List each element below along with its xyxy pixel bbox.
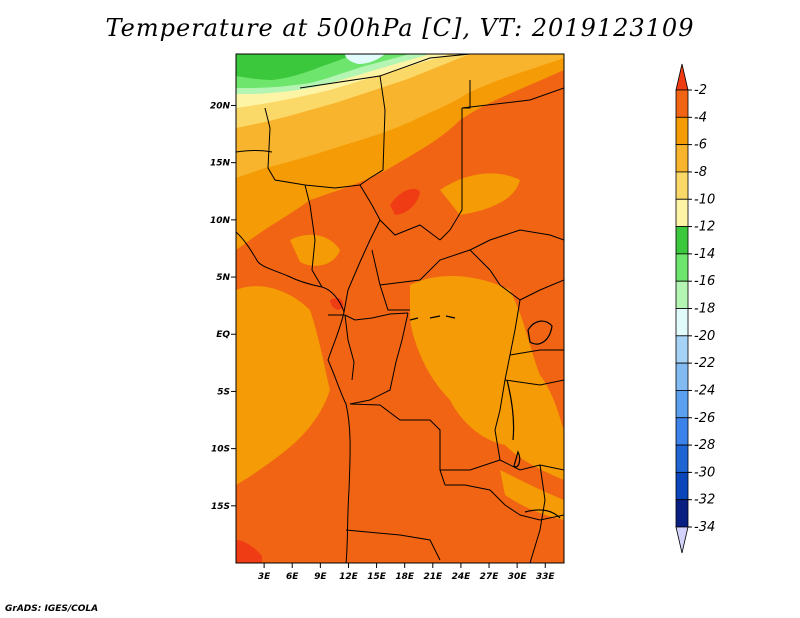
lon-tick-label: 21E bbox=[423, 572, 443, 582]
colorbar-label: -32 bbox=[694, 493, 715, 508]
colorbar-label: -16 bbox=[694, 274, 715, 289]
colorbar-segment bbox=[675, 226, 689, 255]
colorbar-segment bbox=[675, 335, 689, 364]
colorbar-segment bbox=[675, 444, 689, 473]
lat-tick-label: 5N bbox=[216, 273, 230, 283]
colorbar-top-triangle bbox=[675, 63, 689, 91]
colorbar-label: -10 bbox=[694, 192, 715, 207]
colorbar-label: -2 bbox=[694, 83, 707, 98]
lat-tick-label: 5S bbox=[217, 387, 230, 397]
colorbar-segment bbox=[675, 144, 689, 173]
lon-tick-label: 30E bbox=[508, 572, 528, 582]
colorbar-segment bbox=[675, 471, 689, 501]
colorbar-segment bbox=[675, 417, 689, 446]
colorbar-segment bbox=[675, 253, 689, 282]
colorbar-label: -22 bbox=[694, 356, 715, 371]
colorbar-label: -26 bbox=[694, 411, 715, 426]
lat-tick-label: 15S bbox=[211, 502, 230, 512]
colorbar-label: -4 bbox=[694, 110, 707, 125]
colorbar-label: -24 bbox=[694, 383, 715, 398]
lon-tick-label: 3E bbox=[258, 572, 271, 582]
lat-tick-label: 10N bbox=[210, 216, 231, 226]
colorbar-label: -12 bbox=[694, 220, 715, 235]
map-frame bbox=[235, 53, 565, 564]
map-title: Temperature at 500hPa [C], VT: 201912310… bbox=[105, 14, 695, 42]
credit-label: GrADS: IGES/COLA bbox=[5, 604, 99, 614]
lon-tick-label: 27E bbox=[480, 572, 500, 582]
colorbar-label: -34 bbox=[694, 520, 715, 535]
lon-tick-label: 33E bbox=[536, 572, 556, 582]
colorbar-segment bbox=[675, 362, 689, 391]
colorbar-label: -14 bbox=[694, 247, 715, 262]
country-borders bbox=[236, 54, 564, 563]
lakes bbox=[409, 315, 561, 519]
colorbar: -2 -4 -6 -8 -10 -12 -14 -16 -18 -20 -22 -24 -26 -28 -3… bbox=[675, 63, 715, 554]
colorbar-segment bbox=[675, 198, 689, 227]
latitude-axis: 20N 15N 10N 5N EQ 5S 10S 15S bbox=[210, 101, 236, 512]
lon-tick-label: 15E bbox=[367, 572, 387, 582]
colorbar-label: -6 bbox=[694, 138, 707, 153]
colorbar-label: -28 bbox=[694, 438, 715, 453]
lat-tick-label: EQ bbox=[216, 330, 230, 340]
colorbar-label: -30 bbox=[694, 465, 715, 480]
lon-tick-label: 12E bbox=[339, 572, 359, 582]
colorbar-segment bbox=[675, 308, 689, 337]
colorbar-label: -18 bbox=[694, 302, 715, 317]
colorbar-segment bbox=[675, 499, 689, 528]
colorbar-segment bbox=[675, 171, 689, 200]
longitude-axis: 3E 6E 9E 12E 15E 18E 21E 24E 27E 30E 33E bbox=[258, 563, 556, 582]
colorbar-label: -8 bbox=[694, 165, 707, 180]
temperature-field bbox=[236, 54, 564, 563]
lon-tick-label: 24E bbox=[452, 572, 472, 582]
colorbar-label: -20 bbox=[694, 329, 715, 344]
lat-tick-label: 15N bbox=[210, 159, 231, 169]
lat-tick-label: 10S bbox=[211, 445, 230, 455]
colorbar-segment bbox=[675, 116, 689, 146]
lat-tick-label: 20N bbox=[210, 101, 231, 111]
colorbar-bottom-triangle bbox=[675, 526, 689, 554]
lon-tick-label: 6E bbox=[286, 572, 299, 582]
colorbar-segment bbox=[675, 89, 689, 118]
colorbar-segment bbox=[675, 390, 689, 419]
lon-tick-label: 18E bbox=[395, 572, 415, 582]
lon-tick-label: 9E bbox=[314, 572, 327, 582]
colorbar-segment bbox=[675, 280, 689, 309]
